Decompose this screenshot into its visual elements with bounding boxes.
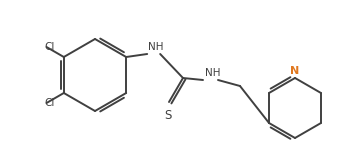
- Text: NH: NH: [205, 68, 220, 78]
- Text: Cl: Cl: [45, 98, 55, 108]
- Text: NH: NH: [148, 42, 164, 52]
- Text: N: N: [290, 66, 299, 76]
- Text: Cl: Cl: [45, 42, 55, 52]
- Text: S: S: [164, 109, 172, 122]
